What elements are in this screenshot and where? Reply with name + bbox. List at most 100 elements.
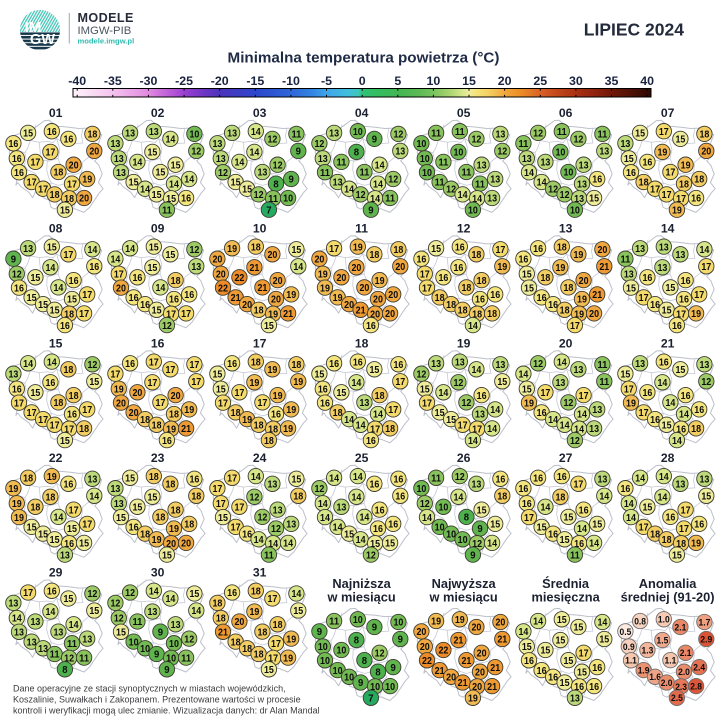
svg-text:11: 11 — [320, 168, 330, 179]
svg-text:19: 19 — [457, 336, 471, 350]
svg-text:18: 18 — [273, 620, 283, 631]
svg-text:14: 14 — [359, 513, 369, 524]
svg-text:13: 13 — [635, 359, 645, 370]
svg-text:14: 14 — [318, 499, 328, 510]
svg-text:kontroli i weryfikacji mogą ul: kontroli i weryfikacji mogą ulec zmianie… — [13, 705, 320, 715]
svg-text:13: 13 — [147, 607, 157, 618]
svg-text:20: 20 — [446, 673, 456, 684]
svg-text:15: 15 — [557, 615, 567, 626]
svg-text:12: 12 — [457, 221, 471, 235]
svg-text:19: 19 — [227, 244, 237, 255]
svg-text:21: 21 — [257, 283, 267, 294]
svg-text:21: 21 — [453, 636, 463, 647]
svg-text:14: 14 — [589, 539, 599, 550]
svg-text:14: 14 — [661, 221, 675, 235]
svg-text:17: 17 — [30, 158, 40, 169]
svg-text:12: 12 — [110, 599, 120, 610]
svg-text:16: 16 — [579, 505, 589, 516]
svg-text:11: 11 — [438, 158, 448, 169]
svg-text:17: 17 — [681, 505, 691, 516]
svg-text:17: 17 — [370, 424, 380, 435]
svg-text:21: 21 — [458, 678, 468, 689]
svg-text:10: 10 — [253, 221, 267, 235]
svg-text:2.4: 2.4 — [693, 663, 705, 674]
svg-text:-40: -40 — [68, 74, 86, 88]
svg-text:14: 14 — [659, 472, 669, 483]
svg-text:11: 11 — [355, 221, 368, 235]
svg-text:14: 14 — [125, 244, 135, 255]
svg-text:16: 16 — [12, 385, 22, 396]
svg-text:1.3: 1.3 — [642, 645, 654, 656]
svg-text:19: 19 — [267, 365, 277, 376]
svg-text:10: 10 — [140, 644, 150, 655]
svg-text:16: 16 — [524, 656, 534, 667]
svg-text:-15: -15 — [246, 74, 264, 88]
svg-text:15: 15 — [89, 606, 99, 617]
svg-text:13: 13 — [597, 475, 607, 486]
svg-text:20: 20 — [471, 623, 481, 634]
svg-text:13: 13 — [624, 270, 634, 281]
svg-text:10: 10 — [283, 194, 293, 205]
svg-text:19: 19 — [691, 309, 701, 320]
svg-text:14: 14 — [165, 594, 175, 605]
svg-text:15: 15 — [314, 369, 324, 380]
svg-text:13: 13 — [273, 505, 283, 516]
svg-text:10: 10 — [318, 642, 328, 653]
svg-text:13: 13 — [216, 154, 226, 165]
svg-text:25: 25 — [533, 74, 547, 88]
svg-text:15: 15 — [171, 160, 181, 171]
svg-text:05: 05 — [457, 106, 471, 120]
svg-text:17: 17 — [676, 194, 686, 205]
svg-text:15: 15 — [38, 529, 48, 540]
svg-text:13: 13 — [577, 179, 587, 190]
svg-text:16: 16 — [64, 539, 74, 550]
svg-text:19: 19 — [657, 148, 667, 159]
svg-text:14: 14 — [626, 513, 636, 524]
svg-text:w miesiącu: w miesiącu — [326, 590, 395, 605]
svg-text:13: 13 — [495, 360, 505, 371]
svg-text:20: 20 — [166, 539, 176, 550]
svg-text:13: 13 — [82, 634, 92, 645]
svg-text:14: 14 — [329, 474, 339, 485]
svg-text:17: 17 — [524, 513, 534, 524]
svg-text:Minimalna temperatura powietrz: Minimalna temperatura powietrza (°C) — [228, 50, 500, 67]
svg-text:9: 9 — [289, 175, 295, 186]
svg-text:20: 20 — [212, 254, 222, 265]
svg-text:15: 15 — [162, 550, 172, 561]
svg-text:14: 14 — [524, 168, 534, 179]
svg-text:16: 16 — [353, 357, 363, 368]
svg-text:9: 9 — [470, 550, 476, 561]
svg-text:15: 15 — [63, 594, 73, 605]
svg-text:17: 17 — [579, 391, 589, 402]
svg-text:11: 11 — [359, 168, 369, 179]
svg-text:15: 15 — [291, 245, 301, 256]
svg-text:16: 16 — [650, 300, 660, 311]
svg-text:14: 14 — [254, 535, 264, 546]
svg-text:15: 15 — [522, 642, 532, 653]
svg-text:16: 16 — [537, 293, 547, 304]
svg-text:15: 15 — [116, 628, 126, 639]
svg-text:12: 12 — [254, 190, 264, 201]
svg-text:12: 12 — [375, 649, 385, 660]
svg-text:11: 11 — [264, 550, 274, 561]
svg-text:13: 13 — [620, 139, 630, 150]
svg-text:15: 15 — [27, 293, 37, 304]
svg-text:16: 16 — [45, 378, 55, 389]
svg-text:12: 12 — [314, 139, 324, 150]
svg-text:12: 12 — [87, 360, 97, 371]
svg-text:12: 12 — [184, 634, 194, 645]
svg-text:18: 18 — [53, 168, 63, 179]
svg-text:10: 10 — [427, 74, 441, 88]
svg-text:16: 16 — [557, 472, 567, 483]
svg-text:17: 17 — [67, 179, 77, 190]
svg-text:20: 20 — [559, 336, 573, 350]
svg-text:Koszalinie, Suwałkach i Zakopa: Koszalinie, Suwałkach i Zakopanem. Preze… — [13, 694, 301, 704]
svg-text:20: 20 — [216, 270, 226, 281]
svg-text:13: 13 — [116, 168, 126, 179]
svg-text:14: 14 — [23, 359, 33, 370]
svg-text:18: 18 — [152, 421, 162, 432]
svg-text:19: 19 — [114, 385, 124, 396]
svg-text:18: 18 — [679, 179, 689, 190]
svg-text:16: 16 — [89, 262, 99, 273]
svg-text:20: 20 — [475, 667, 485, 678]
